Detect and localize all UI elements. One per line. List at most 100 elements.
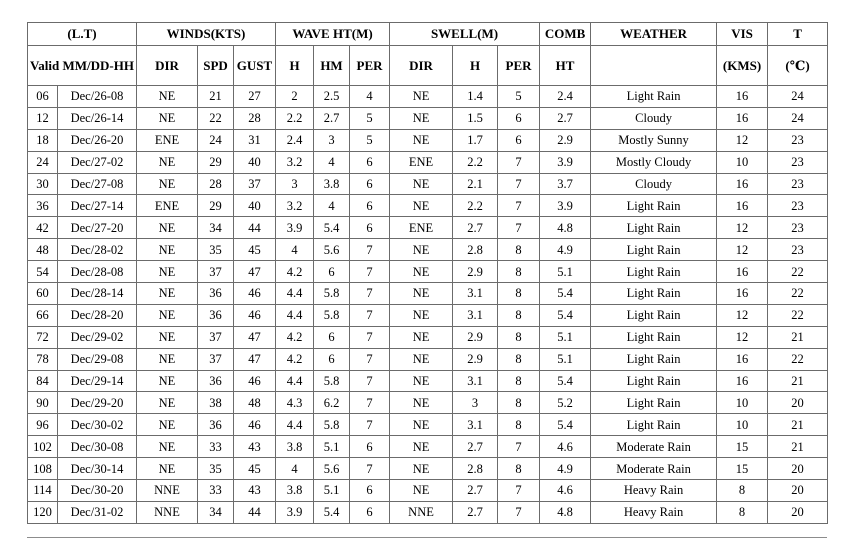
weather-cell: Light Rain <box>590 85 718 108</box>
comb-ht-cell: 2.9 <box>539 128 592 152</box>
comb-ht-cell: 5.4 <box>539 369 592 393</box>
swell-dir-cell: NE <box>389 260 454 284</box>
header-vis-unit: (KMS) <box>716 45 769 86</box>
wave-period-cell: 7 <box>349 325 391 349</box>
wind-speed-cell: 36 <box>197 282 234 305</box>
lead-hour-cell: 36 <box>27 194 58 218</box>
temperature-cell: 23 <box>767 172 829 196</box>
valid-time-cell: Dec/30-14 <box>57 457 137 481</box>
wind-speed-cell: 33 <box>197 435 234 459</box>
swell-dir-cell: ENE <box>389 216 454 240</box>
lead-hour-cell: 114 <box>27 479 58 502</box>
swell-period-cell: 8 <box>497 282 541 305</box>
weather-cell: Cloudy <box>590 172 718 196</box>
wind-speed-cell: 37 <box>197 347 234 371</box>
wave-period-cell: 4 <box>349 85 391 108</box>
wind-dir-cell: NE <box>136 457 198 481</box>
wind-dir-cell: NE <box>136 413 198 437</box>
wave-period-cell: 6 <box>349 500 391 524</box>
wind-dir-cell: NE <box>136 238 198 262</box>
lead-hour-cell: 24 <box>27 150 58 174</box>
table-row: 12 Dec/26-14 NE 22 28 2.2 2.7 5 NE 1.5 6 2.7 Cloudy 1… <box>27 106 829 130</box>
visibility-cell: 10 <box>716 391 769 415</box>
comb-ht-cell: 5.1 <box>539 260 592 284</box>
weather-cell: Heavy Rain <box>590 479 718 502</box>
wave-period-cell: 6 <box>349 479 391 502</box>
table-row: 30 Dec/27-08 NE 28 37 3 3.8 6 NE 2.1 7 3.7 Cloudy 16 2… <box>27 172 829 196</box>
valid-time-cell: Dec/29-02 <box>57 325 137 349</box>
weather-cell: Light Rain <box>590 369 718 393</box>
table-row: 42 Dec/27-20 NE 34 44 3.9 5.4 6 ENE 2.7 7 4.8 Light … <box>27 216 829 240</box>
visibility-cell: 16 <box>716 85 769 108</box>
table-row: 90 Dec/29-20 NE 38 48 4.3 6.2 7 NE 3 8 5.2 Light Rai… <box>27 391 829 415</box>
table-row: 108 Dec/30-14 NE 35 45 4 5.6 7 NE 2.8 8 4.9 Moderate… <box>27 457 829 481</box>
wave-h-cell: 4.2 <box>275 347 315 371</box>
wave-hm-cell: 5.1 <box>313 435 351 459</box>
header-swell-h: H <box>452 45 499 86</box>
comb-ht-cell: 4.9 <box>539 457 592 481</box>
valid-time-cell: Dec/28-14 <box>57 282 137 305</box>
temperature-cell: 22 <box>767 347 829 371</box>
bottom-divider <box>27 537 827 538</box>
forecast-table: (L.T) WINDS(KTS) WAVE HT(M) SWELL(M) COM… <box>27 22 829 524</box>
visibility-cell: 12 <box>716 128 769 152</box>
valid-time-cell: Dec/26-14 <box>57 106 137 130</box>
comb-ht-cell: 4.8 <box>539 500 592 524</box>
wind-speed-cell: 21 <box>197 85 234 108</box>
wind-gust-cell: 46 <box>232 413 277 437</box>
valid-time-cell: Dec/27-02 <box>57 150 137 174</box>
header-swell-dir: DIR <box>389 45 454 86</box>
forecast-rows: 06 Dec/26-08 NE 21 27 2 2.5 4 NE 1.4 5 2.4 Light Rai… <box>27 85 829 524</box>
wave-hm-cell: 5.8 <box>313 303 351 327</box>
swell-h-cell: 3.1 <box>452 369 499 393</box>
wind-dir-cell: NE <box>136 85 198 108</box>
swell-period-cell: 7 <box>497 435 541 459</box>
wind-speed-cell: 34 <box>197 216 234 240</box>
wind-dir-cell: NE <box>136 435 198 459</box>
visibility-cell: 8 <box>716 479 769 502</box>
comb-ht-cell: 5.4 <box>539 282 592 305</box>
lead-hour-cell: 18 <box>27 128 58 152</box>
swell-dir-cell: NE <box>389 238 454 262</box>
swell-dir-cell: NE <box>389 128 454 152</box>
wind-dir-cell: NE <box>136 347 198 371</box>
wave-period-cell: 7 <box>349 369 391 393</box>
valid-time-cell: Dec/30-02 <box>57 413 137 437</box>
swell-period-cell: 7 <box>497 216 541 240</box>
comb-ht-cell: 2.4 <box>539 85 592 108</box>
header-vis: VIS <box>716 22 769 46</box>
wave-hm-cell: 5.4 <box>313 216 351 240</box>
wind-speed-cell: 29 <box>197 194 234 218</box>
wave-hm-cell: 6 <box>313 260 351 284</box>
wind-dir-cell: NE <box>136 150 198 174</box>
lead-hour-cell: 90 <box>27 391 58 415</box>
swell-h-cell: 2.2 <box>452 150 499 174</box>
weather-cell: Light Rain <box>590 260 718 284</box>
wind-gust-cell: 45 <box>232 457 277 481</box>
wind-dir-cell: NNE <box>136 500 198 524</box>
lead-hour-cell: 60 <box>27 282 58 305</box>
wave-hm-cell: 6.2 <box>313 391 351 415</box>
wave-hm-cell: 5.1 <box>313 479 351 502</box>
wind-dir-cell: NE <box>136 216 198 240</box>
swell-dir-cell: NE <box>389 413 454 437</box>
visibility-cell: 10 <box>716 413 769 437</box>
swell-h-cell: 3.1 <box>452 282 499 305</box>
wave-period-cell: 7 <box>349 282 391 305</box>
temperature-cell: 20 <box>767 500 829 524</box>
weather-cell: Light Rain <box>590 238 718 262</box>
wind-dir-cell: NNE <box>136 479 198 502</box>
wave-hm-cell: 3 <box>313 128 351 152</box>
swell-h-cell: 2.2 <box>452 194 499 218</box>
visibility-cell: 10 <box>716 150 769 174</box>
table-row: 06 Dec/26-08 NE 21 27 2 2.5 4 NE 1.4 5 2.4 Light Rai… <box>27 85 829 108</box>
wave-hm-cell: 4 <box>313 150 351 174</box>
visibility-cell: 12 <box>716 216 769 240</box>
swell-period-cell: 7 <box>497 500 541 524</box>
wave-h-cell: 2 <box>275 85 315 108</box>
swell-h-cell: 2.9 <box>452 260 499 284</box>
swell-period-cell: 6 <box>497 128 541 152</box>
visibility-cell: 16 <box>716 106 769 130</box>
table-row: 84 Dec/29-14 NE 36 46 4.4 5.8 7 NE 3.1 8 5.4 Light R… <box>27 369 829 393</box>
temperature-cell: 23 <box>767 216 829 240</box>
